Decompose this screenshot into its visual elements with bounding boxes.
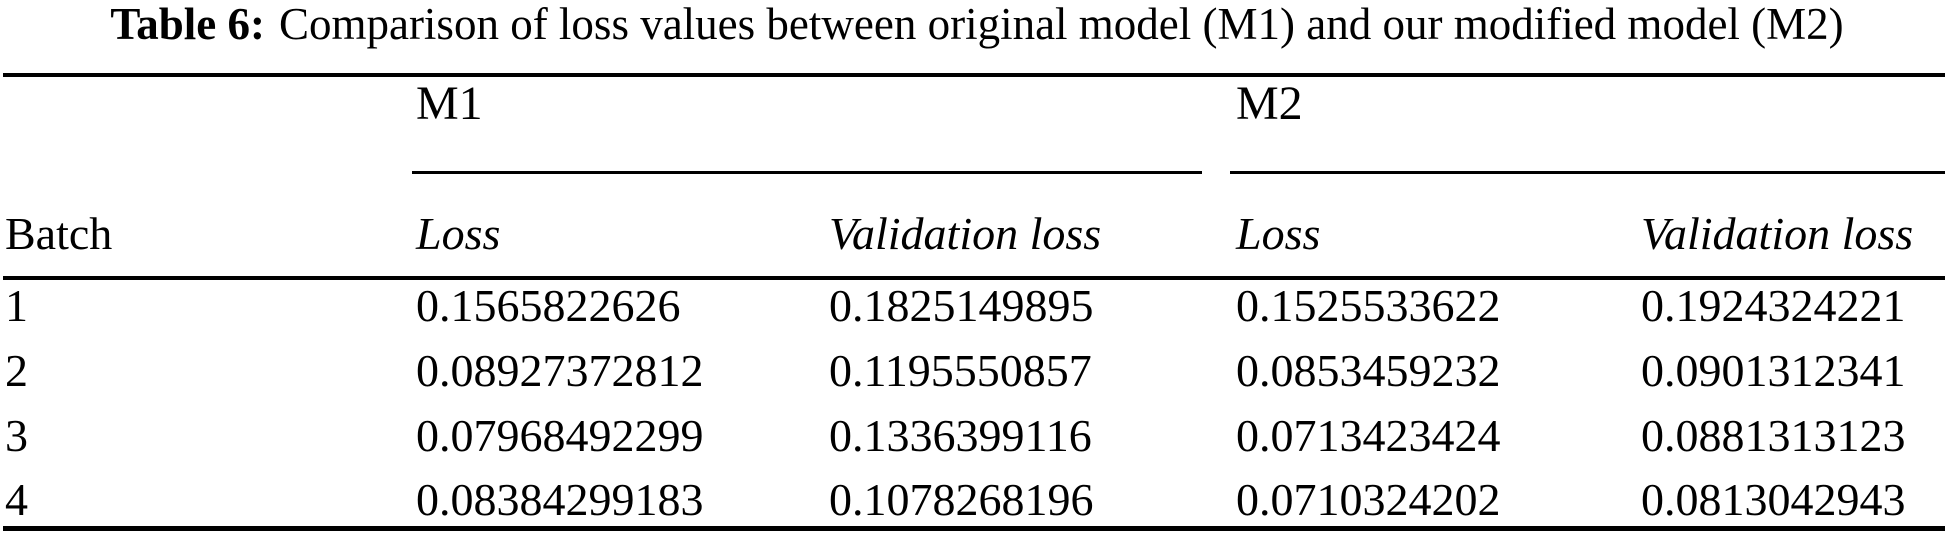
table-row: 2 0.08927372812 0.1195550857 0.085345923… <box>3 348 1945 404</box>
batch-cell: 4 <box>5 474 28 525</box>
m1-validation-loss-cell: 0.1078268196 <box>829 474 1094 525</box>
table-row: 1 0.1565822626 0.1825149895 0.1525533622… <box>3 283 1945 339</box>
m1-loss-cell: 0.1565822626 <box>416 280 681 331</box>
m2-validation-loss-cell: 0.0813042943 <box>1641 474 1906 525</box>
m1-loss-cell: 0.08927372812 <box>416 345 704 396</box>
m2-loss-cell: 0.0853459232 <box>1236 345 1501 396</box>
column-header-m1-loss: Loss <box>416 208 501 259</box>
caption-text: Comparison of loss values between origin… <box>278 0 1844 49</box>
m1-validation-loss-cell: 0.1825149895 <box>829 280 1094 331</box>
m1-loss-cell: 0.08384299183 <box>416 474 704 525</box>
m2-validation-loss-cell: 0.1924324221 <box>1641 280 1906 331</box>
batch-cell: 3 <box>5 410 28 461</box>
m1-validation-loss-cell: 0.1336399116 <box>829 410 1092 461</box>
m2-validation-loss-cell: 0.0901312341 <box>1641 345 1906 396</box>
column-header-batch: Batch <box>5 208 113 259</box>
m2-loss-cell: 0.1525533622 <box>1236 280 1501 331</box>
m2-loss-cell: 0.0713423424 <box>1236 410 1501 461</box>
bottom-rule <box>3 526 1945 531</box>
column-header-m1-validation-loss: Validation loss <box>829 208 1102 259</box>
caption-label: Table 6: <box>110 0 265 49</box>
header-body-rule <box>3 276 1945 280</box>
m1-validation-loss-cell: 0.1195550857 <box>829 345 1092 396</box>
column-header-m2-loss: Loss <box>1236 208 1321 259</box>
batch-cell: 1 <box>5 280 28 331</box>
table-row: 3 0.07968492299 0.1336399116 0.071342342… <box>3 413 1945 469</box>
m2-loss-cell: 0.0710324202 <box>1236 474 1501 525</box>
m2-group-rule <box>1230 171 1945 174</box>
group-header-m2: M2 <box>1236 77 1303 130</box>
group-header-m1: M1 <box>416 77 483 130</box>
table-row: 4 0.08384299183 0.1078268196 0.071032420… <box>3 477 1945 533</box>
m2-validation-loss-cell: 0.0881313123 <box>1641 410 1906 461</box>
m1-group-rule <box>412 171 1202 174</box>
batch-cell: 2 <box>5 345 28 396</box>
table-caption: Table 6: Comparison of loss values betwee… <box>0 0 1954 52</box>
top-rule <box>3 73 1945 77</box>
comparison-table: M1 M2 Batch Loss Validation loss Loss Va… <box>3 0 1945 542</box>
m1-loss-cell: 0.07968492299 <box>416 410 704 461</box>
column-header-m2-validation-loss: Validation loss <box>1641 208 1914 259</box>
